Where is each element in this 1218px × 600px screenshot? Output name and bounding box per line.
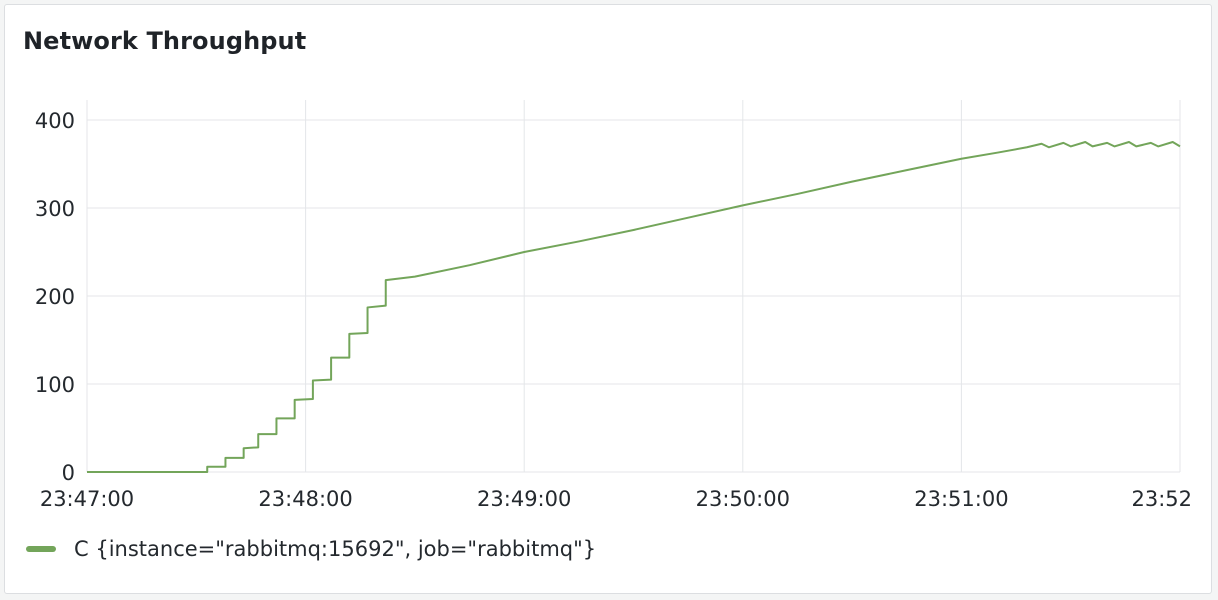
y-tick-label: 100 bbox=[35, 373, 75, 397]
chart-panel: Network Throughput bbox=[4, 4, 1212, 594]
x-tick-label: 23:51:00 bbox=[914, 487, 1008, 511]
x-axis: 23:47:00 23:48:00 23:49:00 23:50:00 23:51:00… bbox=[40, 487, 1192, 511]
y-tick-label: 200 bbox=[35, 285, 75, 309]
series-layer bbox=[87, 141, 1181, 473]
legend[interactable]: C {instance="rabbitmq:15692", job="rabbi… bbox=[26, 537, 596, 561]
x-tick-label: 23:48:00 bbox=[258, 487, 352, 511]
series-line[interactable] bbox=[87, 141, 1181, 473]
x-tick-label: 23:52 bbox=[1131, 487, 1192, 511]
x-tick-label: 23:47:00 bbox=[40, 487, 134, 511]
grid-lines bbox=[86, 100, 1181, 473]
y-tick-label: 300 bbox=[35, 197, 75, 221]
legend-swatch bbox=[26, 546, 56, 552]
x-tick-label: 23:50:00 bbox=[696, 487, 790, 511]
y-tick-label: 0 bbox=[62, 461, 75, 485]
x-tick-label: 23:49:00 bbox=[477, 487, 571, 511]
legend-label: C {instance="rabbitmq:15692", job="rabbi… bbox=[74, 537, 597, 561]
y-axis: 0 100 200 300 400 bbox=[35, 109, 75, 485]
y-tick-label: 400 bbox=[35, 109, 75, 133]
panel-title: Network Throughput bbox=[23, 27, 307, 55]
